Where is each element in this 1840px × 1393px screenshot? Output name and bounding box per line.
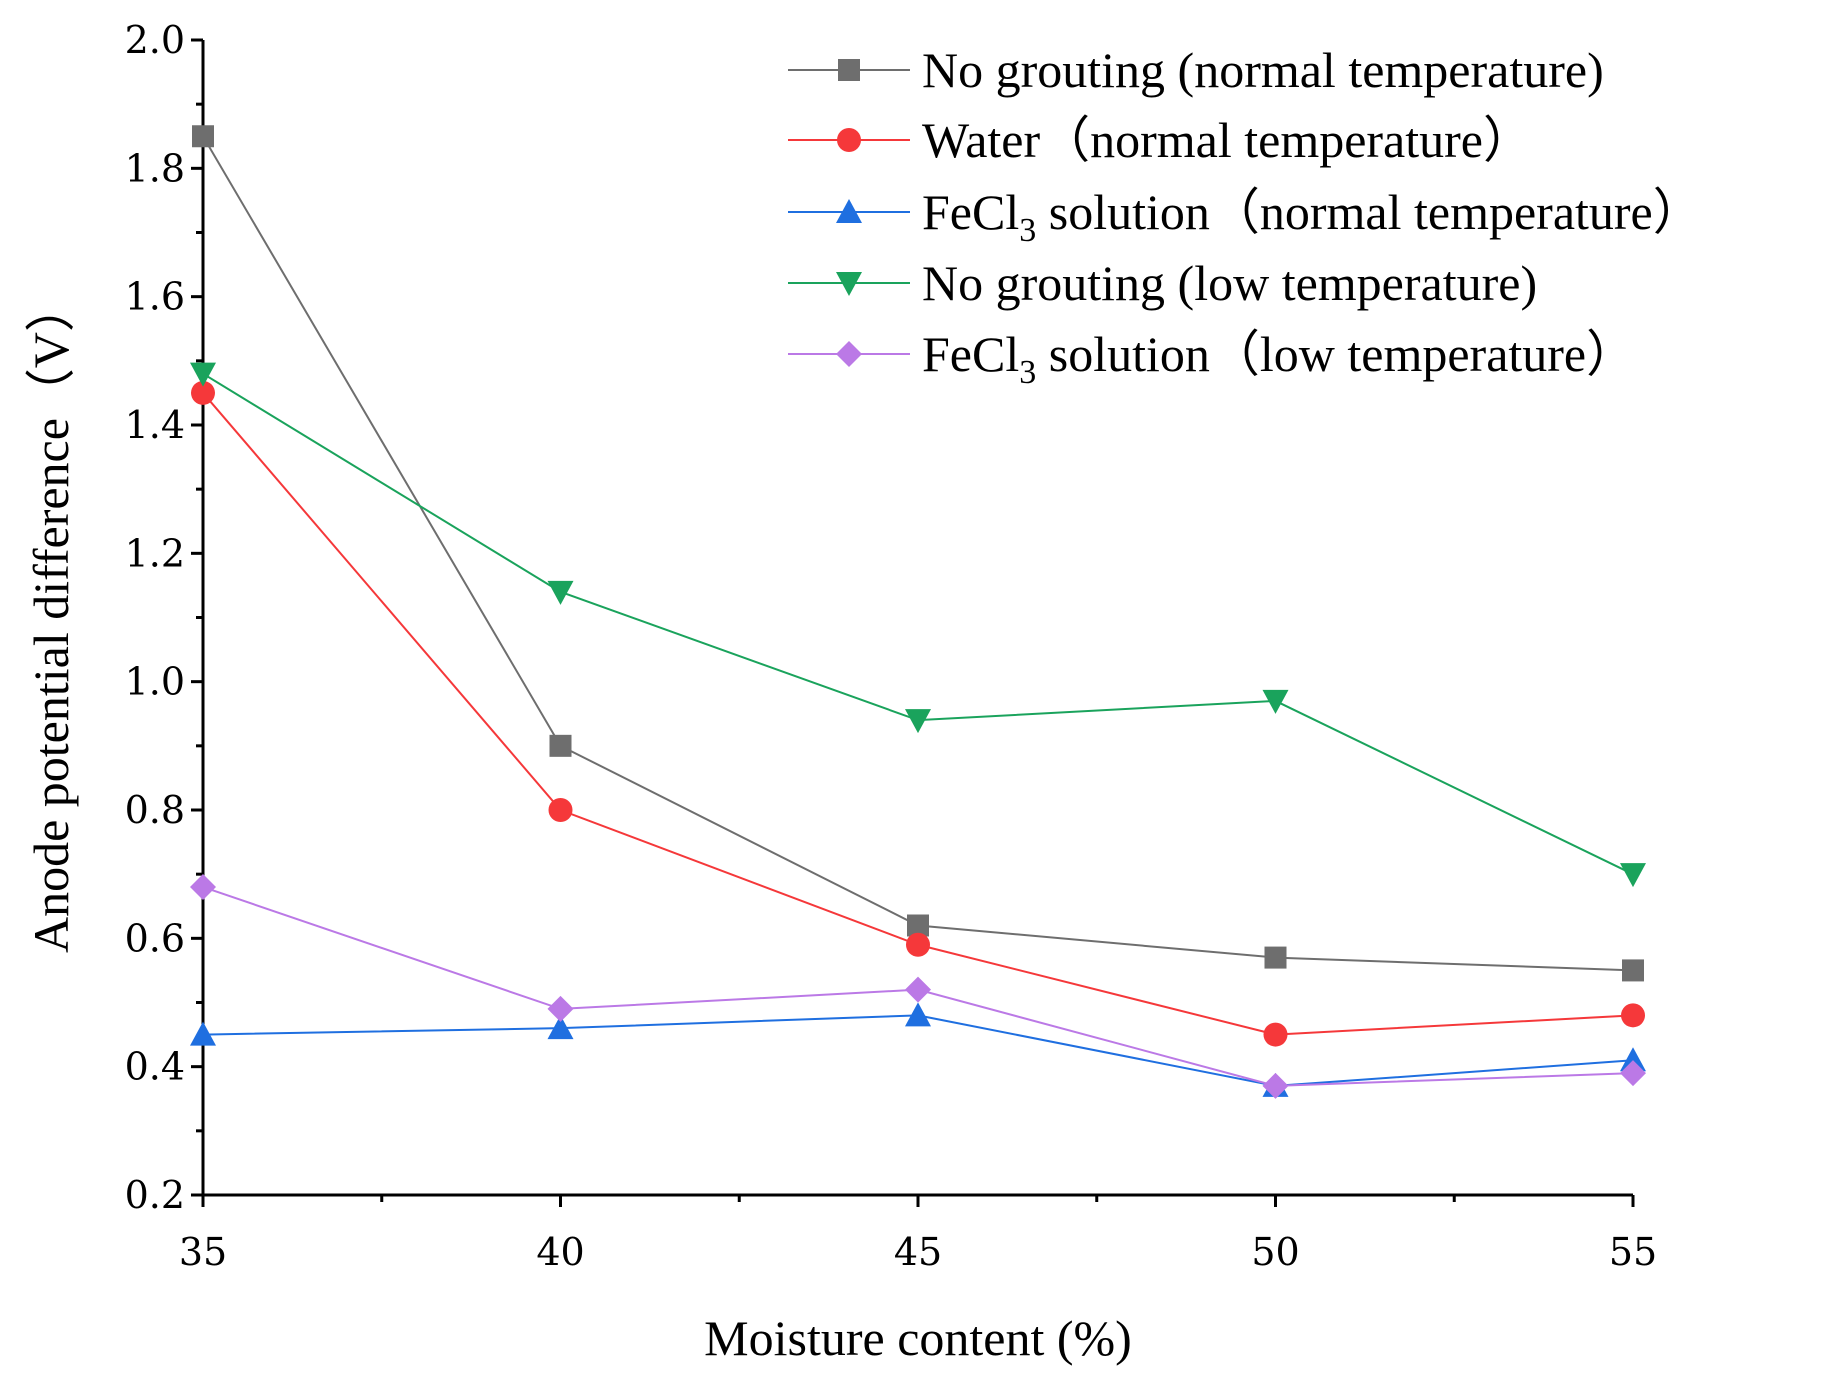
legend-label: FeCl3 solution（low temperature） bbox=[922, 326, 1636, 391]
y-axis-title: Anode potential difference（V） bbox=[23, 282, 79, 953]
legend-label-subscript: 3 bbox=[1019, 212, 1036, 249]
series-1-point bbox=[549, 734, 572, 757]
series-4-point bbox=[190, 362, 216, 387]
legend-label-text: No grouting (normal temperature) bbox=[922, 42, 1604, 98]
series-1-point bbox=[907, 914, 929, 937]
series-5 bbox=[190, 874, 1646, 1099]
series-3-point bbox=[547, 1015, 574, 1040]
legend-label-text: Water（normal temperature） bbox=[922, 112, 1533, 168]
y-tick-label: 1.2 bbox=[125, 531, 185, 575]
series-4-point bbox=[1262, 689, 1289, 714]
legend-label-subscript: 3 bbox=[1019, 354, 1036, 391]
series-5-point bbox=[547, 995, 574, 1022]
series-3-point bbox=[1620, 1047, 1646, 1072]
series-4 bbox=[190, 362, 1646, 888]
series-2-point bbox=[548, 798, 573, 822]
y-tick-label: 1.4 bbox=[125, 403, 185, 447]
series-1-point bbox=[1622, 959, 1644, 982]
legend-label: FeCl3 solution（normal temperature） bbox=[922, 184, 1703, 249]
legend: No grouting (normal temperature) Water（no… bbox=[788, 42, 1703, 391]
x-tick-label: 40 bbox=[536, 1230, 584, 1274]
legend-item-5: FeCl3 solution（low temperature） bbox=[788, 326, 1636, 391]
series-1-point bbox=[1264, 946, 1287, 969]
y-tick-label: 0.2 bbox=[125, 1173, 185, 1217]
series-3-point bbox=[190, 1021, 216, 1046]
legend-marker bbox=[837, 128, 861, 152]
series-4-line bbox=[202, 372, 1634, 876]
legend-label: No grouting (low temperature) bbox=[922, 255, 1537, 311]
legend-label-text: FeCl bbox=[922, 184, 1019, 240]
legend-marker bbox=[836, 272, 862, 296]
axes: 0.2 0.4 0.6 0.8 1.0 1.2 1.4 1.6 1.8 2.0 35 40 45 50 55 bbox=[125, 18, 1658, 1274]
legend-label-text: solution（normal temperature） bbox=[1036, 184, 1703, 240]
y-tick-label: 0.4 bbox=[125, 1045, 185, 1089]
series-2-point bbox=[1263, 1022, 1288, 1047]
y-tick-label: 1.8 bbox=[125, 146, 185, 190]
legend-marker bbox=[836, 341, 862, 367]
y-tick-label: 0.8 bbox=[125, 788, 185, 832]
series-2-point bbox=[1621, 1003, 1645, 1028]
x-tick-label: 45 bbox=[894, 1230, 942, 1274]
legend-item-4: No grouting (low temperature) bbox=[788, 255, 1537, 311]
series-3-point bbox=[905, 1002, 931, 1027]
series-1 bbox=[192, 125, 1644, 982]
series-5-point bbox=[1620, 1060, 1646, 1087]
legend-marker bbox=[836, 199, 862, 223]
legend-label: Water（normal temperature） bbox=[922, 112, 1533, 168]
x-axis-title: Moisture content (%) bbox=[704, 1310, 1132, 1366]
series-5-point bbox=[905, 976, 931, 1003]
legend-label: No grouting (normal temperature) bbox=[922, 42, 1604, 98]
x-tick-label: 50 bbox=[1251, 1230, 1299, 1274]
series-1-point bbox=[192, 125, 214, 148]
legend-label-text: solution（low temperature） bbox=[1036, 326, 1636, 382]
x-tick-label: 35 bbox=[179, 1230, 227, 1274]
x-tick-label: 55 bbox=[1609, 1230, 1657, 1274]
legend-item-2: Water（normal temperature） bbox=[788, 112, 1533, 168]
series-4-point bbox=[547, 580, 574, 605]
y-tick-label: 1.6 bbox=[125, 275, 185, 319]
legend-label-text: No grouting (low temperature) bbox=[922, 255, 1537, 311]
series-2-point bbox=[906, 932, 930, 957]
series-layer bbox=[190, 125, 1646, 1099]
legend-item-1: No grouting (normal temperature) bbox=[788, 42, 1604, 98]
series-2 bbox=[191, 380, 1645, 1047]
legend-marker bbox=[838, 59, 860, 81]
series-5-point bbox=[1262, 1072, 1289, 1099]
series-4-point bbox=[1620, 863, 1646, 888]
y-tick-label: 2.0 bbox=[125, 18, 185, 62]
series-4-point bbox=[905, 709, 931, 734]
series-3 bbox=[190, 1002, 1646, 1097]
series-2-point bbox=[191, 380, 215, 405]
legend-item-3: FeCl3 solution（normal temperature） bbox=[788, 184, 1703, 249]
y-tick-label: 0.6 bbox=[125, 916, 185, 960]
legend-label-text: FeCl bbox=[922, 326, 1019, 382]
y-tick-label: 1.0 bbox=[125, 660, 185, 704]
series-5-point bbox=[190, 874, 216, 900]
